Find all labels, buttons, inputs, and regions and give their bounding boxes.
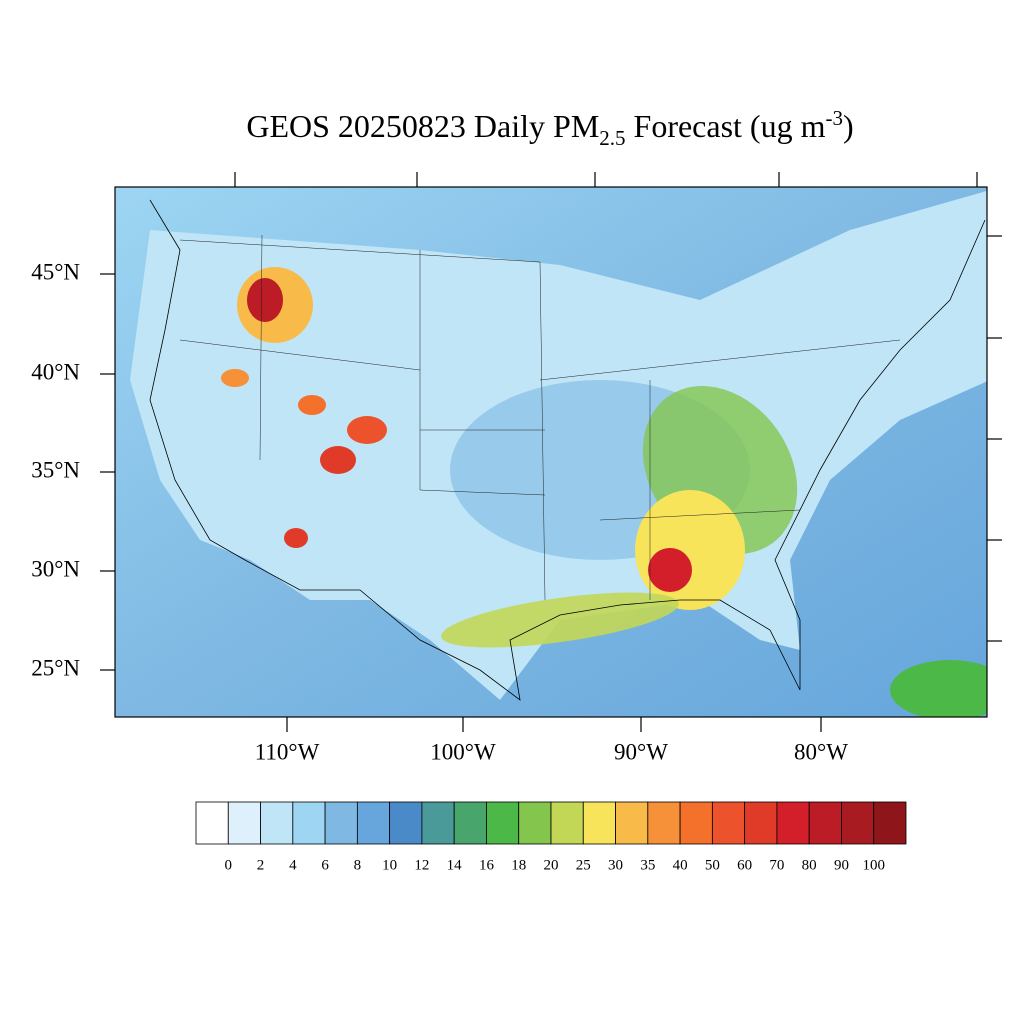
colorbar-box <box>647 801 681 845</box>
colorbar-box <box>615 801 649 845</box>
lon-label: 90°W <box>614 739 668 764</box>
colorbar-box <box>389 801 423 845</box>
colorbar-box <box>324 801 358 845</box>
colorbar-box <box>260 801 294 845</box>
colorbar-box <box>873 801 907 845</box>
colorbar-box <box>808 801 842 845</box>
colorbar-box <box>195 801 229 845</box>
colorbar-box <box>841 801 875 845</box>
title: GEOS 20250823 Daily PM2.5 Forecast (ug m… <box>246 106 853 150</box>
colorbar-label: 2 <box>257 857 265 873</box>
title-subscript: 2.5 <box>599 126 625 150</box>
colorbar-box <box>292 801 326 845</box>
colorbar-box <box>776 801 810 845</box>
colorbar-box <box>453 801 487 845</box>
lon-label: 80°W <box>794 739 848 764</box>
colorbar-box <box>744 801 778 845</box>
colorbar-label: 100 <box>862 857 885 873</box>
colorbar-label: 18 <box>511 857 526 873</box>
colorbar-label: 10 <box>382 857 397 873</box>
colorbar-box <box>711 801 746 845</box>
title-text: ) <box>843 108 854 144</box>
map-labels: 45°N 40°N 35°N 30°N 25°N 110°W 100°W 90°W 80°W <box>31 259 848 764</box>
lat-label: 25°N <box>31 655 80 680</box>
colorbar-label: 90 <box>834 857 849 873</box>
colorbar-label: 30 <box>608 857 623 873</box>
colorbar-box <box>582 801 616 845</box>
title-text: Forecast (ug m <box>626 108 826 144</box>
map-ticks <box>234 172 1002 642</box>
colorbar-box <box>356 801 391 845</box>
colorbar-label: 14 <box>447 857 463 873</box>
lon-label: 100°W <box>430 739 496 764</box>
colorbar-label: 16 <box>479 857 495 873</box>
colorbar-box <box>421 801 455 845</box>
colorbar-label: 70 <box>769 857 784 873</box>
colorbar-label: 40 <box>673 857 688 873</box>
lat-label: 45°N <box>31 259 80 284</box>
colorbar-label: 35 <box>640 857 655 873</box>
colorbar-label: 0 <box>225 857 233 873</box>
colorbar-label: 12 <box>414 857 429 873</box>
colorbar-box <box>679 801 713 845</box>
colorbar-label: 60 <box>737 857 752 873</box>
map-frame <box>114 186 988 718</box>
lon-label: 110°W <box>255 739 320 764</box>
lat-label: 40°N <box>31 359 80 384</box>
map-field <box>115 187 987 717</box>
lat-label: 35°N <box>31 457 80 482</box>
title-text: GEOS 20250823 Daily PM <box>246 108 599 144</box>
colorbar-label: 6 <box>321 857 329 873</box>
colorbar-label: 8 <box>354 857 362 873</box>
colorbar: 0 2 4 6 8 10 12 14 16 18 20 25 30 35 40 50 60 70 80 90 100 <box>195 801 907 873</box>
colorbar-label: 25 <box>576 857 591 873</box>
colorbar-label: 4 <box>289 857 297 873</box>
title-superscript: -3 <box>825 106 843 130</box>
colorbar-label: 20 <box>544 857 559 873</box>
colorbar-label: 80 <box>802 857 817 873</box>
colorbar-box <box>227 801 261 845</box>
colorbar-box <box>550 801 584 845</box>
colorbar-box <box>518 801 552 845</box>
colorbar-label: 50 <box>705 857 720 873</box>
lat-label: 30°N <box>31 556 80 581</box>
colorbar-box <box>486 801 520 845</box>
